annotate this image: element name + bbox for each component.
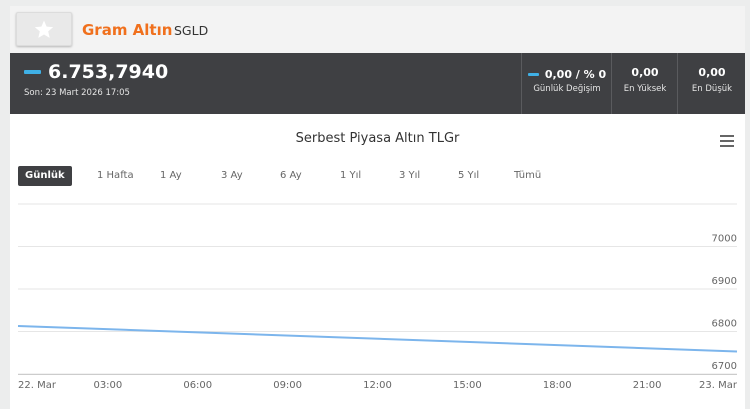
price-series-line bbox=[17, 325, 738, 353]
range-button-8[interactable]: Tümü bbox=[514, 170, 542, 181]
daily-low-stat: 0,00 En Düşük bbox=[677, 53, 746, 114]
x-tick-label: 09:00 bbox=[273, 380, 302, 391]
price-row: 6.753,7940 bbox=[24, 61, 168, 83]
range-button-7[interactable]: 5 Yıl bbox=[458, 170, 480, 181]
daily-low-value: 0,00 bbox=[698, 66, 726, 79]
last-update-time: Son: 23 Mart 2026 17:05 bbox=[24, 88, 130, 98]
range-button-3[interactable]: 3 Ay bbox=[221, 170, 243, 181]
x-tick-label: 03:00 bbox=[93, 380, 122, 391]
daily-high-stat: 0,00 En Yüksek bbox=[611, 53, 678, 114]
asset-code: SGLD bbox=[174, 23, 209, 38]
chart-title: Serbest Piyasa Altın TLGr bbox=[295, 131, 460, 146]
favorite-button[interactable] bbox=[16, 12, 72, 46]
daily-high-label: En Yüksek bbox=[623, 84, 667, 94]
y-tick-label: 6900 bbox=[712, 276, 737, 287]
x-tick-label: 12:00 bbox=[363, 380, 392, 391]
range-button-1[interactable]: 1 Hafta bbox=[97, 170, 134, 181]
x-tick-label: 21:00 bbox=[633, 380, 662, 391]
daily-high-value: 0,00 bbox=[631, 66, 659, 79]
x-tick-label: 15:00 bbox=[453, 380, 482, 391]
price-value: 6.753,7940 bbox=[48, 61, 169, 83]
x-tick-label: 06:00 bbox=[183, 380, 212, 391]
range-button-6[interactable]: 3 Yıl bbox=[399, 170, 421, 181]
unchanged-dash-icon bbox=[24, 70, 41, 74]
daily-low-label: En Düşük bbox=[691, 84, 733, 94]
star-icon bbox=[34, 20, 54, 38]
price-bar: 6.753,7940 Son: 23 Mart 2026 17:05 0,00 … bbox=[10, 53, 745, 114]
range-button-4[interactable]: 6 Ay bbox=[280, 170, 302, 181]
y-tick-label: 7000 bbox=[712, 234, 737, 245]
range-button-0[interactable]: Günlük bbox=[18, 166, 72, 186]
price-chart: 6700 6800 6900 7000 22. Mar 03:00 06:00 09:00 12… bbox=[17, 203, 738, 391]
daily-change-stat: 0,00 / % 0 Günlük Değişim bbox=[521, 53, 612, 114]
range-button-5[interactable]: 1 Yıl bbox=[340, 170, 362, 181]
chart-menu-icon[interactable] bbox=[720, 135, 734, 147]
asset-header: Gram Altın SGLD bbox=[10, 6, 745, 53]
y-tick-label: 6700 bbox=[712, 361, 737, 372]
unchanged-dash-icon bbox=[527, 73, 539, 76]
daily-change-label: Günlük Değişim bbox=[533, 84, 601, 94]
x-tick-label: 23. Mar bbox=[699, 380, 738, 391]
asset-name: Gram Altın bbox=[82, 21, 173, 39]
page: Gram Altın SGLD 6.753,7940 Son: 23 Mart … bbox=[10, 6, 745, 409]
x-tick-label: 22. Mar bbox=[18, 380, 57, 391]
x-tick-label: 18:00 bbox=[543, 380, 572, 391]
daily-change-value: 0,00 / % 0 bbox=[544, 68, 607, 81]
range-button-2[interactable]: 1 Ay bbox=[160, 170, 182, 181]
y-tick-label: 6800 bbox=[712, 319, 737, 330]
